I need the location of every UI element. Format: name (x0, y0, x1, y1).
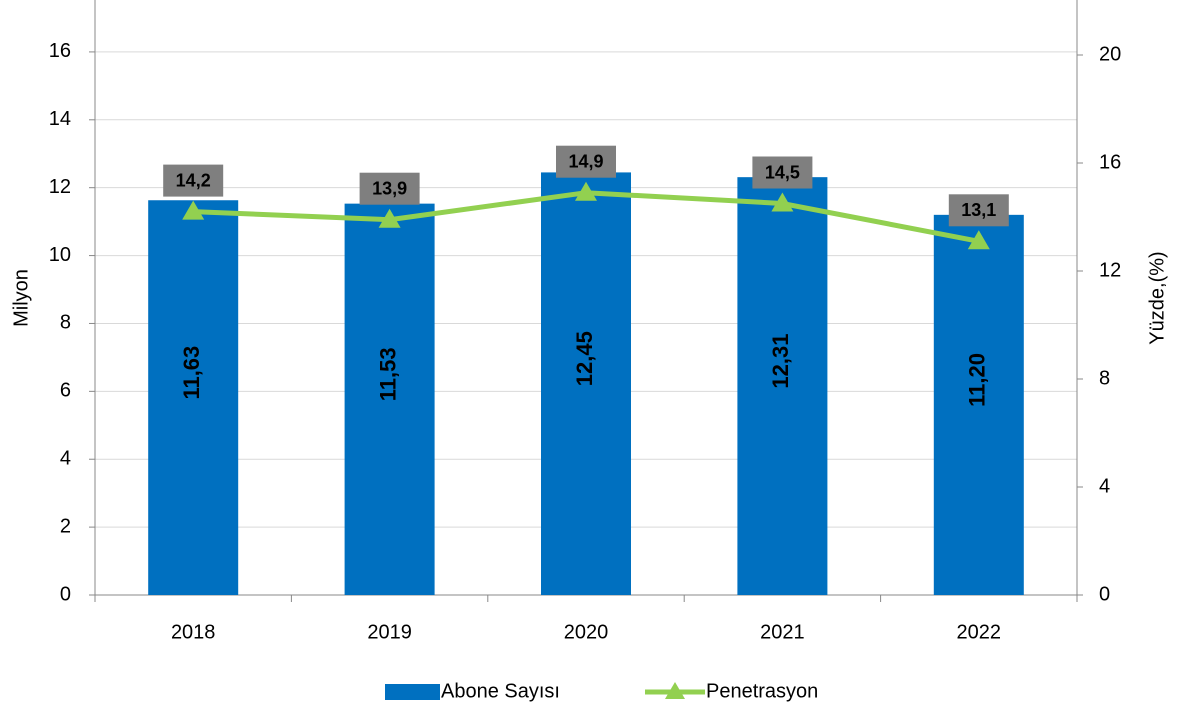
bar-value-label: 12,31 (768, 334, 793, 389)
value-label: 13,9 (372, 178, 407, 198)
y-tick-label: 16 (49, 40, 71, 62)
legend-marker (665, 682, 685, 699)
bar (148, 200, 239, 595)
y2-tick-label: 16 (1099, 151, 1121, 173)
line-marker (771, 192, 794, 212)
bar (737, 177, 828, 595)
bar-value-label: 12,45 (572, 331, 597, 386)
y2-tick-label: 8 (1099, 367, 1110, 389)
value-label-box (163, 164, 224, 197)
bar (933, 214, 1024, 595)
bar-value-label: 11,63 (179, 346, 204, 400)
x-tick-label: 2021 (760, 621, 805, 643)
y2-axis-label: Yüzde,(%) (1146, 251, 1168, 344)
line-marker (378, 208, 401, 228)
y2-tick-label: 4 (1099, 475, 1110, 497)
y-tick-label: 8 (60, 312, 71, 334)
x-tick-label: 2022 (957, 621, 1002, 643)
y-tick-label: 4 (60, 448, 71, 470)
legend-label: Abone Sayısı (441, 680, 560, 702)
y2-tick-label: 12 (1099, 259, 1121, 281)
legend-swatch (385, 684, 440, 700)
line-marker (575, 181, 597, 201)
bar-value-label: 11,53 (375, 347, 400, 401)
x-tick-label: 2019 (367, 621, 412, 643)
value-label: 14,2 (176, 170, 211, 190)
x-tick-label: 2018 (171, 621, 216, 643)
value-label: 14,5 (765, 162, 800, 182)
value-label: 13,1 (961, 200, 996, 220)
y-tick-label: 2 (60, 515, 71, 537)
y-tick-label: 12 (49, 176, 71, 198)
y-tick-label: 14 (49, 108, 71, 130)
value-label: 14,9 (568, 151, 603, 171)
x-tick-label: 2020 (564, 621, 609, 643)
y2-tick-label: 20 (1099, 43, 1121, 65)
bar (344, 203, 435, 595)
bar-value-label: 11,20 (965, 353, 990, 407)
y2-tick-label: 0 (1099, 583, 1110, 605)
bar (541, 172, 631, 595)
legend-label: Penetrasyon (706, 680, 818, 702)
line-marker (967, 230, 990, 250)
value-label-box (948, 194, 1009, 227)
y-axis-label: Milyon (10, 269, 32, 327)
y-tick-label: 10 (49, 244, 71, 266)
value-label-box (556, 145, 616, 178)
line-marker (182, 200, 205, 220)
y-tick-label: 0 (60, 583, 71, 605)
value-label-box (359, 172, 420, 205)
value-label-box (752, 156, 813, 189)
y-tick-label: 6 (60, 380, 71, 402)
